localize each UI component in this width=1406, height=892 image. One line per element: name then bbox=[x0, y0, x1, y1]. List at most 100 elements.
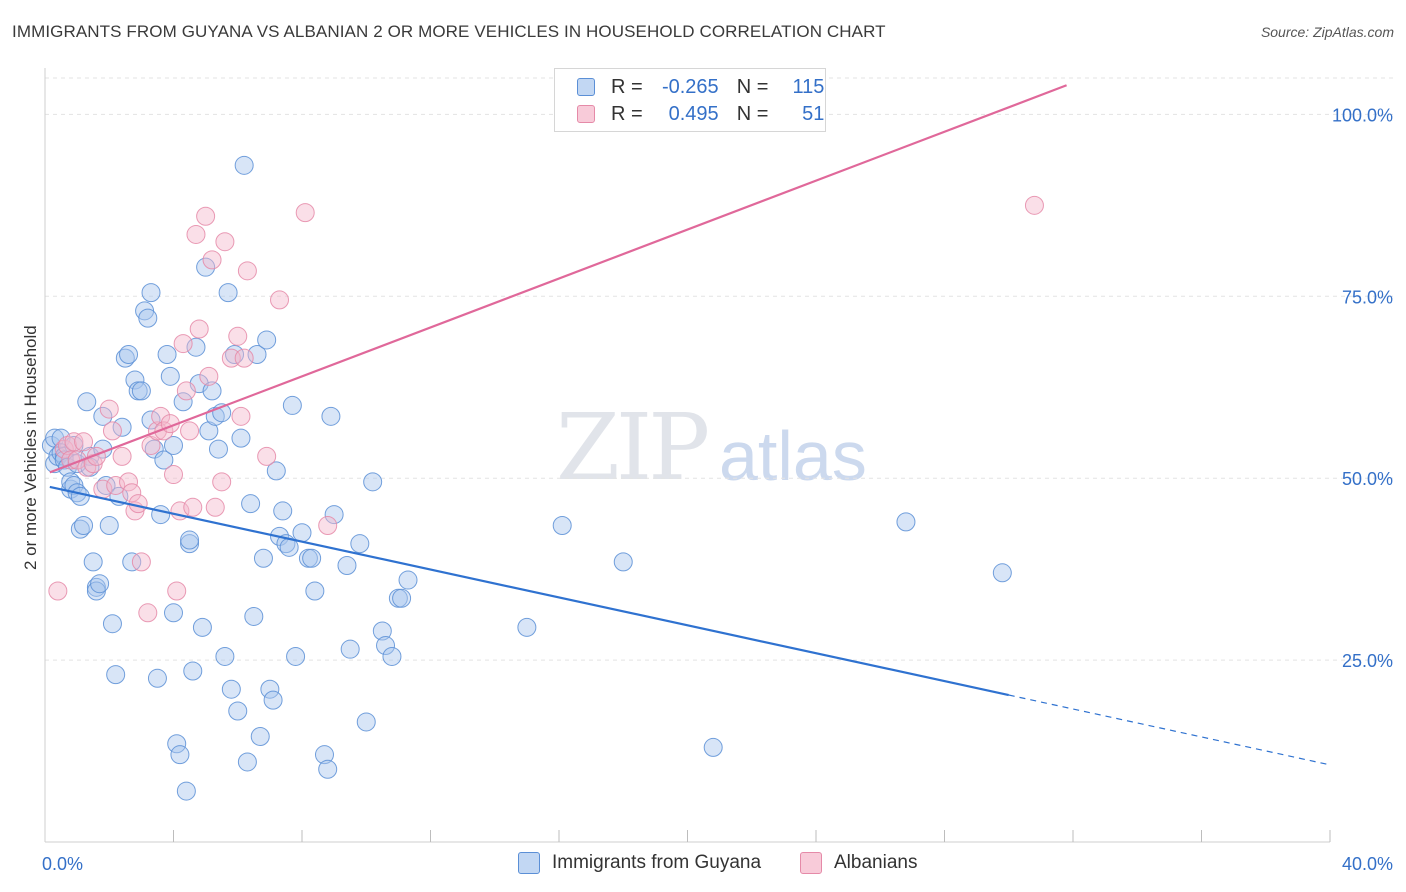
guyana-point-97 bbox=[324, 505, 344, 525]
guyana-point-17 bbox=[74, 515, 94, 535]
x-tick-label-max: 40.0% bbox=[1342, 854, 1393, 874]
guyana-point-79 bbox=[253, 548, 273, 568]
guyana-point-42 bbox=[141, 410, 161, 430]
legend-item-guyana[interactable]: Immigrants from Guyana bbox=[518, 852, 761, 874]
albanian-n-value: 51 bbox=[802, 102, 825, 125]
guyana-point-61 bbox=[196, 257, 216, 277]
y-tick-label-100: 100.0% bbox=[1332, 105, 1393, 125]
guyana-n-value: 115 bbox=[792, 75, 825, 98]
guyana-point-33 bbox=[115, 348, 135, 368]
guyana-point-77 bbox=[247, 344, 267, 364]
guyana-point-92 bbox=[302, 548, 322, 568]
n-label: N = bbox=[736, 75, 769, 98]
r-label: R = bbox=[611, 75, 643, 98]
guyana-point-74 bbox=[237, 752, 257, 772]
guyana-point-21 bbox=[83, 552, 103, 572]
guyana-point-110 bbox=[552, 515, 572, 535]
albanian-point-38 bbox=[205, 497, 225, 517]
legend-albanians-label: Albanians bbox=[834, 852, 918, 873]
albanian-r-value: 0.495 bbox=[668, 102, 719, 125]
guyana-point-36 bbox=[125, 370, 145, 390]
albanian-point-11 bbox=[99, 399, 119, 419]
albanian-point-21 bbox=[141, 435, 161, 455]
albanian-point-15 bbox=[119, 472, 139, 492]
albanian-point-12 bbox=[102, 421, 122, 441]
guyana-point-45 bbox=[151, 505, 171, 525]
guyana-point-102 bbox=[363, 472, 383, 492]
guyana-point-101 bbox=[356, 712, 376, 732]
guyana-point-70 bbox=[225, 344, 245, 364]
y-tick-label-50: 50.0% bbox=[1342, 469, 1393, 489]
guyana-point-73 bbox=[234, 155, 254, 175]
guyana-point-71 bbox=[228, 701, 248, 721]
albanian-point-46 bbox=[257, 446, 277, 466]
n-label: N = bbox=[736, 102, 769, 125]
guyana-point-18 bbox=[77, 392, 97, 412]
guyana-point-24 bbox=[90, 574, 110, 594]
stats-legend: R = -0.265 N = 115 R = 0.495 N = 51 bbox=[554, 68, 826, 132]
guyana-point-46 bbox=[154, 450, 174, 470]
guyana-point-60 bbox=[192, 617, 212, 637]
guyana-trend-extension bbox=[1008, 694, 1331, 766]
albanian-point-43 bbox=[231, 406, 251, 426]
guyana-point-75 bbox=[241, 494, 261, 514]
guyana-point-82 bbox=[263, 690, 283, 710]
albanian-point-37 bbox=[202, 250, 222, 270]
guyana-swatch bbox=[577, 78, 595, 96]
guyana-point-43 bbox=[144, 439, 164, 459]
guyana-point-93 bbox=[305, 581, 325, 601]
albanian-point-26 bbox=[164, 465, 183, 485]
albanian-point-31 bbox=[180, 421, 200, 441]
albanian-point-39 bbox=[212, 472, 232, 492]
albanian-point-2 bbox=[57, 435, 77, 455]
guyana-point-28 bbox=[99, 515, 119, 535]
guyana-point-98 bbox=[337, 556, 357, 576]
guyana-point-15 bbox=[70, 486, 90, 506]
y-axis-label: 2 or more Vehicles in Household bbox=[21, 325, 40, 570]
guyana-point-32 bbox=[112, 417, 132, 437]
guyana-point-47 bbox=[157, 344, 177, 364]
guyana-point-96 bbox=[321, 406, 341, 426]
chart-title: IMMIGRANTS FROM GUYANA VS ALBANIAN 2 OR … bbox=[12, 22, 886, 41]
albanian-point-16 bbox=[122, 483, 142, 503]
x-tick-label-min: 0.0% bbox=[42, 854, 83, 874]
guyana-point-16 bbox=[70, 519, 90, 539]
guyana-point-81 bbox=[260, 679, 280, 699]
guyana-point-30 bbox=[106, 665, 126, 685]
guyana-point-58 bbox=[186, 337, 206, 357]
albanian-point-36 bbox=[199, 366, 219, 386]
guyana-point-90 bbox=[292, 523, 312, 543]
guyana-point-41 bbox=[141, 283, 161, 303]
guyana-point-76 bbox=[244, 606, 264, 626]
guyana-point-62 bbox=[199, 421, 219, 441]
albanian-point-30 bbox=[176, 381, 196, 401]
guyana-point-94 bbox=[314, 745, 334, 765]
guyana-point-104 bbox=[376, 636, 396, 656]
guyana-point-52 bbox=[170, 745, 190, 765]
legend-item-albanians[interactable]: Albanians bbox=[800, 852, 917, 874]
guyana-point-83 bbox=[266, 461, 286, 481]
guyana-point-88 bbox=[282, 395, 302, 415]
guyana-r-value: -0.265 bbox=[661, 75, 719, 98]
guyana-point-25 bbox=[93, 406, 113, 426]
albanian-point-32 bbox=[183, 497, 203, 517]
albanian-point-34 bbox=[189, 319, 209, 339]
guyana-point-107 bbox=[392, 588, 412, 608]
legend-guyana-label: Immigrants from Guyana bbox=[552, 852, 762, 873]
guyana-point-69 bbox=[221, 679, 241, 699]
guyana-point-68 bbox=[218, 283, 238, 303]
r-label: R = bbox=[611, 102, 643, 125]
guyana-point-40 bbox=[138, 308, 158, 328]
albanian-point-50 bbox=[1024, 195, 1044, 215]
guyana-point-54 bbox=[176, 781, 196, 801]
guyana-point-108 bbox=[398, 570, 418, 590]
y-tick-label-75: 75.0% bbox=[1342, 287, 1393, 307]
albanian-point-13 bbox=[106, 475, 126, 495]
guyana-point-112 bbox=[703, 737, 723, 757]
guyana-point-72 bbox=[231, 428, 251, 448]
guyana-point-57 bbox=[183, 661, 203, 681]
legend-guyana-swatch bbox=[518, 852, 540, 874]
albanian-point-14 bbox=[112, 446, 132, 466]
guyana-point-103 bbox=[372, 621, 392, 641]
